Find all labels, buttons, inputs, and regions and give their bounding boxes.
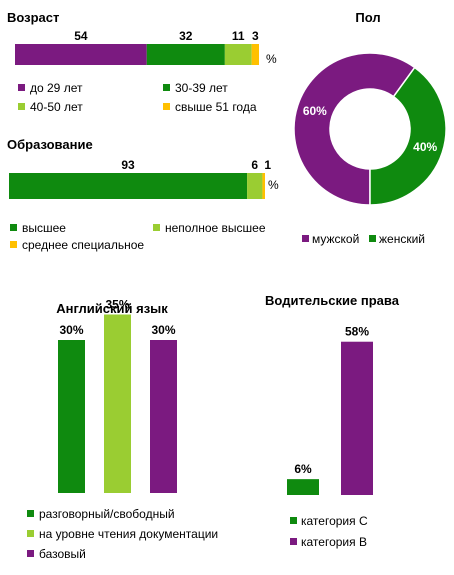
gender-slice-label-1: 40% — [413, 140, 437, 154]
education-segment-0 — [9, 173, 248, 199]
legend-label-higher: высшее — [22, 221, 66, 235]
english-bar-label-0: 30% — [59, 323, 83, 337]
age-segment-1 — [146, 44, 225, 65]
english-bar-label-2: 30% — [151, 323, 175, 337]
legend-swatch-40-50 — [18, 103, 25, 110]
legend-label-secondary-special: среднее специальное — [22, 238, 144, 252]
gender-slice-1 — [369, 66, 447, 206]
license-bar-label-0: 6% — [294, 462, 312, 476]
education-stacked-bar — [9, 173, 265, 199]
gender-slice-label-0: 60% — [303, 104, 327, 118]
education-chart-title: Образование — [7, 137, 93, 152]
legend-swatch-male — [302, 235, 309, 242]
legend-label-incomplete-higher: неполное высшее — [165, 221, 266, 235]
education-segment-value-2: 1 — [264, 158, 271, 172]
english-legend: разговорный/свободный на уровне чтения д… — [27, 507, 218, 561]
legend-swatch-reading-docs — [27, 530, 34, 537]
english-bar-1 — [104, 314, 131, 493]
legend-label-reading-docs: на уровне чтения документации — [39, 527, 218, 541]
legend-swatch-basic — [27, 550, 34, 557]
english-chart-title: Английский язык — [56, 301, 168, 316]
english-bar-2 — [150, 340, 177, 493]
gender-slice-0 — [293, 52, 416, 206]
age-segment-value-3: 3 — [252, 29, 259, 43]
legend-swatch-incomplete-higher — [153, 224, 160, 231]
age-stacked-bar — [15, 44, 259, 65]
age-segment-3 — [251, 44, 259, 65]
legend-label-under-29: до 29 лет — [30, 81, 83, 95]
age-segment-value-0: 54 — [74, 29, 88, 43]
license-bar-label-1: 58% — [345, 325, 369, 339]
age-chart-title: Возраст — [7, 10, 59, 25]
age-segment-value-1: 32 — [179, 29, 193, 43]
gender-legend: мужской женский — [302, 232, 425, 246]
english-bar-0 — [58, 340, 85, 493]
legend-label-male: мужской — [312, 232, 359, 246]
legend-swatch-secondary-special — [10, 241, 17, 248]
legend-swatch-30-39 — [163, 84, 170, 91]
legend-swatch-over-51 — [163, 103, 170, 110]
education-value-labels: 93 6 1 — [121, 158, 271, 172]
legend-label-female: женский — [379, 232, 425, 246]
age-segment-0 — [15, 44, 147, 65]
license-bar-0 — [287, 479, 319, 495]
legend-label-30-39: 30-39 лет — [175, 81, 228, 95]
license-legend: категория C категория B — [290, 514, 368, 549]
english-bar-chart: 30% 35% 30% — [58, 298, 177, 493]
legend-swatch-conversational — [27, 510, 34, 517]
age-value-labels: 54 32 11 3 — [74, 29, 259, 43]
education-segment-1 — [247, 173, 263, 199]
age-unit-label: % — [266, 52, 277, 66]
legend-swatch-category-c — [290, 517, 297, 524]
legend-swatch-under-29 — [18, 84, 25, 91]
education-segment-value-1: 6 — [251, 158, 258, 172]
legend-swatch-higher — [10, 224, 17, 231]
legend-label-40-50: 40-50 лет — [30, 100, 83, 114]
english-bar-label-1: 35% — [105, 298, 129, 312]
education-segment-2 — [262, 173, 265, 199]
license-chart-title: Водительские права — [265, 293, 400, 308]
legend-label-category-c: категория C — [301, 514, 368, 528]
legend-label-over-51: свыше 51 года — [175, 100, 257, 114]
education-legend: высшее неполное высшее среднее специальн… — [10, 221, 266, 252]
education-unit-label: % — [268, 178, 279, 192]
legend-label-basic: базовый — [39, 547, 86, 561]
legend-label-category-b: категория B — [301, 535, 367, 549]
age-segment-2 — [224, 44, 252, 65]
age-legend: до 29 лет 30-39 лет 40-50 лет свыше 51 г… — [18, 81, 257, 114]
gender-donut-chart: 60% 40% — [293, 52, 447, 206]
legend-swatch-category-b — [290, 538, 297, 545]
gender-chart-title: Пол — [355, 10, 380, 25]
education-segment-value-0: 93 — [121, 158, 135, 172]
age-segment-value-2: 11 — [232, 29, 245, 43]
legend-label-conversational: разговорный/свободный — [39, 507, 175, 521]
legend-swatch-female — [369, 235, 376, 242]
license-bar-1 — [341, 341, 373, 495]
license-bar-chart: 6% 58% — [287, 325, 373, 495]
